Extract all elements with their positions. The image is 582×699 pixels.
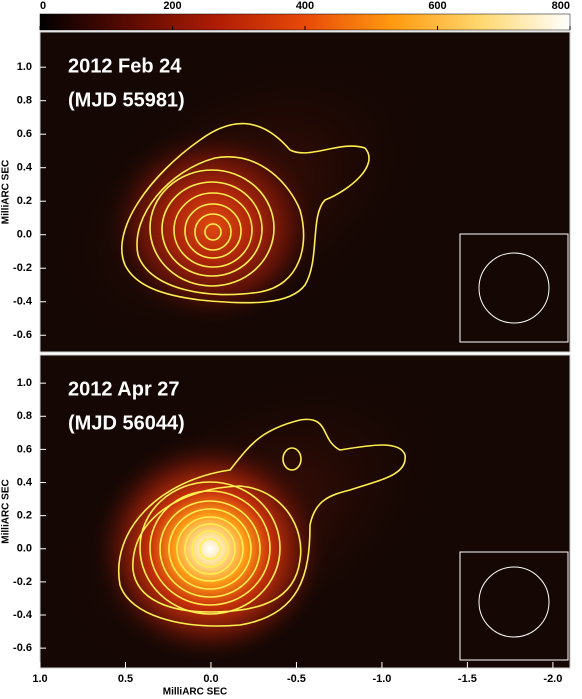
y-tick-label: 1.0 [17, 377, 32, 389]
frame [39, 31, 571, 353]
x-tick-label: -0.5 [287, 673, 306, 685]
x-tick-label: 0.5 [118, 673, 133, 685]
panel-subtitle: (MJD 55981) [68, 89, 185, 111]
x-axis-label: MilliARC SEC [163, 687, 227, 698]
y-tick-label: 0.0 [17, 229, 32, 241]
frame [39, 354, 571, 669]
y-tick-label: 0.8 [17, 95, 32, 107]
x-tick-label: -1.5 [458, 673, 477, 685]
y-axis-label: MilliARC SEC [1, 479, 12, 543]
x-tick-label: 1.0 [32, 673, 47, 685]
colorbar-tick-label: 800 [552, 0, 570, 12]
beam-box [459, 551, 569, 661]
panel-title: 2012 Feb 24 [68, 55, 182, 77]
y-tick-label: 0.6 [17, 443, 32, 455]
y-tick-label: -0.4 [13, 296, 33, 308]
contour [117, 418, 406, 627]
emission [90, 434, 330, 664]
y-tick-label: -0.4 [13, 609, 33, 621]
panel-title: 2012 Apr 27 [68, 378, 180, 400]
colorbar-tick-label: 0 [40, 0, 46, 12]
x-tick-label: 0.0 [203, 673, 218, 685]
colorbar-tick-label: 600 [428, 0, 446, 12]
emission [103, 125, 323, 325]
y-tick-label: 1.0 [17, 61, 32, 73]
colorbar-tick-label: 400 [296, 0, 314, 12]
x-tick-label: -1.0 [372, 673, 391, 685]
y-tick-label: -0.2 [13, 576, 32, 588]
y-tick-label: 0.2 [17, 510, 32, 522]
colorbar-tick-label: 200 [163, 0, 181, 12]
panel-subtitle: (MJD 56044) [68, 412, 185, 434]
y-tick-label: 0.4 [17, 162, 33, 174]
y-tick-label: -0.2 [13, 262, 32, 274]
y-tick-label: -0.6 [13, 329, 32, 341]
beam [478, 252, 550, 324]
beam [478, 566, 550, 638]
y-tick-label: 0.6 [17, 128, 32, 140]
y-tick-label: -0.6 [13, 642, 32, 654]
contour [121, 122, 370, 304]
contour [282, 447, 302, 471]
contours [149, 169, 275, 287]
y-axis-label: MilliARC SEC [1, 160, 12, 224]
contours [139, 481, 281, 615]
x-tick-label: -2.0 [543, 673, 562, 685]
y-tick-label: 0.2 [17, 195, 32, 207]
y-tick-label: 0.8 [17, 410, 32, 422]
beam-box [459, 233, 569, 343]
contour [136, 156, 305, 296]
y-tick-label: 0.0 [17, 543, 32, 555]
y-tick-label: 0.4 [17, 476, 33, 488]
